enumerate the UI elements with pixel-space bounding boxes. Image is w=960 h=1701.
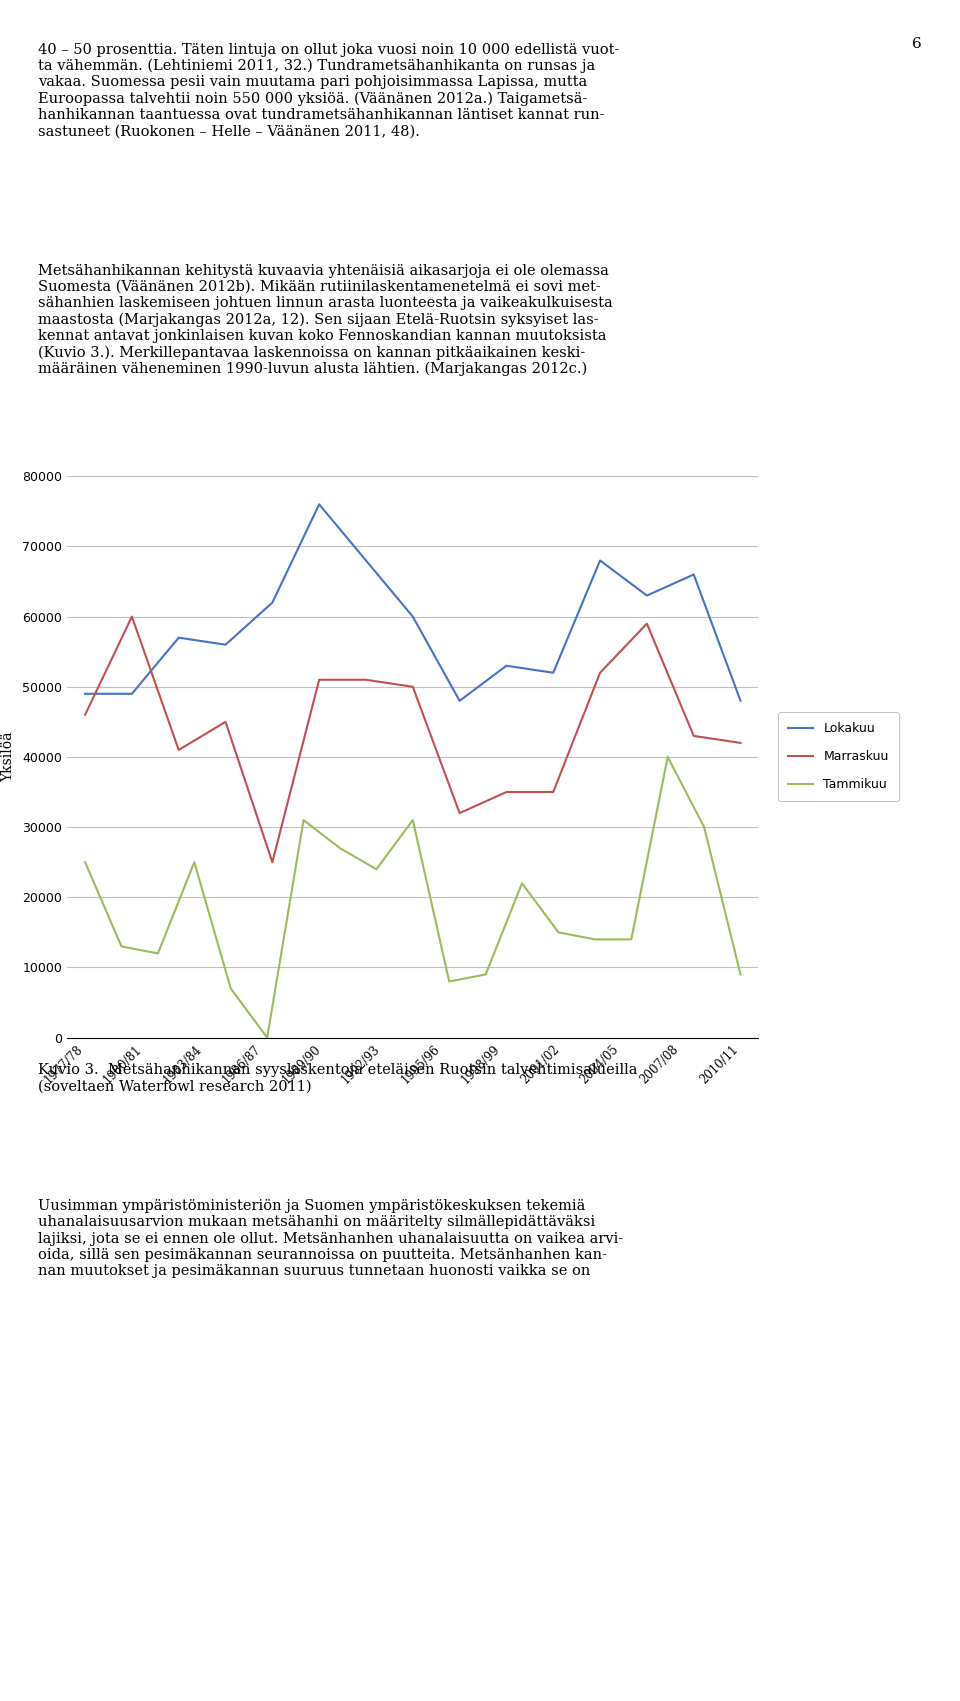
Text: 40 – 50 prosenttia. Täten lintuja on ollut joka vuosi noin 10 000 edellistä vuot: 40 – 50 prosenttia. Täten lintuja on oll…	[38, 43, 620, 138]
Y-axis label: Yksilöä: Yksilöä	[1, 731, 15, 782]
Text: Uusimman ympäristöministeriön ja Suomen ympäristökeskuksen tekemiä
uhanalaisuusa: Uusimman ympäristöministeriön ja Suomen …	[38, 1199, 624, 1277]
Text: Kuvio 3.  Metsähanhikannan syyslaskentoja eteläisen Ruotsin talvehtimisalueilla
: Kuvio 3. Metsähanhikannan syyslaskentoja…	[38, 1063, 637, 1094]
Text: Metsähanhikannan kehitystä kuvaavia yhtenäisiä aikasarjoja ei ole olemassa
Suome: Metsähanhikannan kehitystä kuvaavia yhte…	[38, 264, 613, 376]
Legend: Lokakuu, Marraskuu, Tammikuu: Lokakuu, Marraskuu, Tammikuu	[779, 713, 899, 801]
Text: 6: 6	[912, 37, 922, 51]
